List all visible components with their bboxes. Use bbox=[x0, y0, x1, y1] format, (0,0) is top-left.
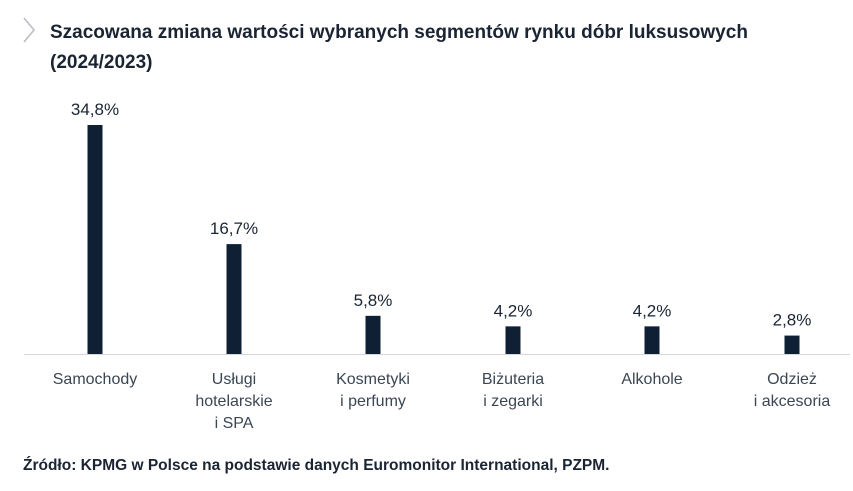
chevron-right-icon bbox=[23, 17, 36, 43]
category-label: Alkohole bbox=[621, 371, 682, 388]
data-label: 5,8% bbox=[354, 291, 393, 310]
bar bbox=[87, 125, 103, 354]
data-label: 2,8% bbox=[773, 311, 812, 330]
category-label: Samochody bbox=[53, 371, 138, 388]
category-label: Kosmetyki i perfumy bbox=[336, 371, 410, 410]
bar-chart: 34,8% Samochody 16,7% Usługi hotelarskie i SP… bbox=[24, 100, 850, 432]
source-note: Źródło: KPMG w Polsce na podstawie danyc… bbox=[23, 457, 610, 474]
data-label: 4,2% bbox=[633, 301, 672, 320]
bar bbox=[505, 326, 521, 354]
bar bbox=[644, 326, 660, 354]
bar bbox=[784, 335, 800, 354]
category-label: Usługi hotelarskie i SPA bbox=[195, 371, 272, 432]
data-label: 34,8% bbox=[71, 100, 119, 119]
category-label: Odzież i akcesoria bbox=[754, 371, 831, 410]
chart-title: Szacowana zmiana wartości wybranych segm… bbox=[50, 22, 748, 73]
data-label: 4,2% bbox=[494, 301, 533, 320]
bar bbox=[365, 315, 381, 354]
bar bbox=[226, 244, 242, 354]
category-label: Biżuteria i zegarki bbox=[482, 371, 544, 410]
data-label: 16,7% bbox=[210, 219, 258, 238]
